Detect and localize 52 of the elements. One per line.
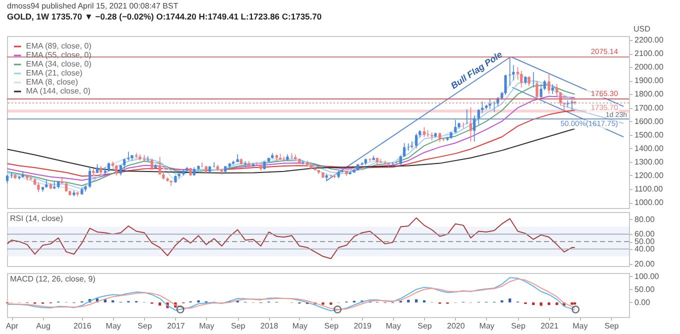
y-tick-label: 1500.00: [634, 130, 664, 140]
x-tick-label: May: [479, 322, 494, 330]
x-tick-label: May: [572, 322, 588, 330]
x-tick-label: 2017: [167, 322, 186, 330]
legend-label: EMA (21, close): [26, 68, 83, 78]
y-tick-label: 2200.00: [634, 36, 664, 45]
x-tick-label: May: [106, 322, 121, 330]
y-tick-label: 1600.00: [634, 116, 664, 126]
x-tick-label: 2020: [447, 322, 466, 330]
x-tick-label: Sep: [324, 322, 340, 330]
x-tick-label: 2021: [540, 322, 559, 330]
y-tick-label: 1000.00: [634, 198, 664, 208]
y-tick-label: 2000.00: [634, 62, 664, 72]
y-tick-label: 1400.00: [634, 144, 664, 153]
y-tick-label: 50.00: [634, 237, 656, 246]
y-tick-label: 1300.00: [634, 157, 664, 166]
y-tick-label: 1200.00: [634, 170, 664, 180]
chart-subtitle: GOLD, 1W 1735.70 ▼ −0.28 (−0.02%) O:1744.20 H:1749.41 L:1723.86 C:1735.70: [7, 12, 322, 22]
x-tick-label: Sep: [418, 322, 432, 330]
annotation: Bull Flag Pole: [449, 49, 504, 91]
chart-title: MACD (12, 26, close, 9): [10, 274, 96, 284]
x-tick-label: May: [386, 322, 401, 330]
x-tick-label: Sep: [230, 322, 246, 330]
legend-label: EMA (8, close): [26, 78, 78, 86]
legend-label: MA (144, close, 0): [26, 86, 91, 96]
x-tick-label: 2018: [260, 322, 279, 330]
chart-title: RSI (14, close): [10, 214, 64, 223]
y-tick-label: 0.00: [634, 298, 651, 307]
x-tick-label: Sep: [138, 322, 152, 330]
chart-title: dmoss94 published April 15, 2021 00:08:47 BST: [7, 2, 178, 10]
x-tick-label: 2019: [354, 322, 372, 330]
y-tick-label: 60.00: [634, 230, 656, 239]
y-tick-label: 40.00: [634, 244, 656, 254]
x-tick-label: May: [292, 322, 308, 330]
y-tick-label: 1700.00: [634, 103, 664, 112]
legend-label: EMA (89, close, 0): [26, 42, 92, 50]
y-tick-label: 80.00: [634, 214, 656, 224]
x-tick-label: Sep: [604, 322, 620, 330]
x-tick-label: Aug: [36, 322, 50, 330]
x-tick-label: 2016: [74, 322, 92, 330]
y-tick-label: 1900.00: [634, 76, 664, 86]
y-tick-label: 50.00: [634, 284, 656, 294]
y-tick-label: 1800.00: [634, 90, 664, 99]
y-tick-label: 2100.00: [634, 49, 664, 58]
legend-label: EMA (34, close, 0): [26, 60, 92, 68]
y-tick-label: 100.00: [634, 272, 660, 281]
x-tick-label: May: [199, 322, 214, 330]
x-tick-label: Sep: [511, 322, 526, 330]
x-tick-label: Apr: [6, 322, 19, 330]
y-tick-label: 20.00: [634, 259, 656, 268]
y-tick-label: 1100.00: [634, 184, 664, 194]
y-axis-title: USD: [634, 24, 651, 34]
